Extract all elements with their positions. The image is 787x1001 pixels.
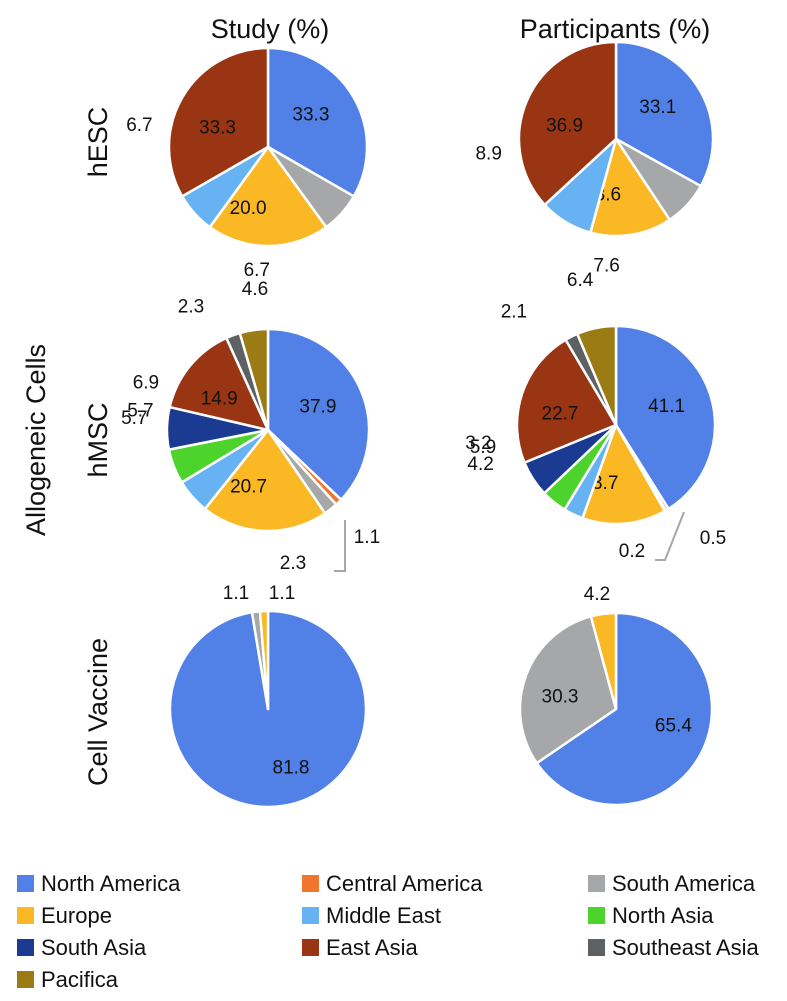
slice-label-north-america: 81.8 (273, 757, 310, 778)
slice-label-east-asia: 36.9 (546, 116, 583, 137)
slice-label-europe: 4.2 (584, 584, 610, 605)
slice-label-north-america: 33.1 (639, 97, 676, 118)
row-title-hesc: hESC (83, 107, 113, 178)
slice-label-south-america: 6.7 (244, 260, 270, 281)
legend-swatch (588, 907, 605, 924)
slice-label-south-asia: 5.9 (470, 437, 496, 458)
slice-label-europe: 20.0 (230, 198, 267, 219)
column-title-participants: Participants (%) (520, 14, 711, 44)
slice-label-south-america: 30.3 (542, 687, 579, 708)
leader-line (655, 511, 685, 561)
pie-hmsc-study-: 37.9 1.1 2.3 20.7 5.75.7 6.9 14.9 2.3 4.6 (121, 279, 380, 574)
slice-europe (581, 423, 667, 526)
slice-label-east-asia: 22.7 (542, 403, 579, 424)
legend-swatch (17, 875, 34, 892)
slice-label-north-america: 33.3 (292, 104, 329, 125)
legend-swatch (17, 971, 34, 988)
slice-label-middle-east: 8.9 (475, 143, 501, 164)
slice-label-southeast-asia: 2.3 (178, 296, 204, 317)
slice-label-pacifica: 6.4 (567, 270, 594, 291)
slice-north-america (266, 327, 371, 501)
slice-label-europe: 20.7 (230, 476, 267, 497)
slice-label-south-asia: 6.9 (133, 373, 159, 394)
slice-north-america (535, 611, 714, 807)
legend-swatch (302, 907, 319, 924)
slice-label-south-america: 0.2 (619, 541, 645, 562)
legend-item-north-america: North America (17, 871, 181, 896)
legend-item-pacifica: Pacifica (17, 967, 119, 992)
legend-swatch (302, 875, 319, 892)
row-title-cell-vaccine: Cell Vaccine (83, 638, 113, 786)
pies-layer: 33.36.720.06.7 33.333.17.613.68.936.937.9… (121, 40, 726, 809)
slice-label-north-asia: 5.7 (127, 401, 153, 422)
slice-label-middle-east: 3.2 (465, 433, 491, 454)
pie-cell-vaccine-study-: 81.8 1.1 1.1 (168, 583, 368, 809)
legend-label: Pacifica (41, 967, 119, 992)
legend-item-middle-east: Middle East (302, 903, 441, 928)
slice-east-asia (168, 336, 270, 432)
legend: North America Central America South Americ… (17, 871, 760, 992)
legend-label: Middle East (326, 903, 441, 928)
legend-item-south-asia: South Asia (17, 935, 147, 960)
legend-label: South America (612, 871, 756, 896)
legend-label: South Asia (41, 935, 147, 960)
pie-hmsc-participants-: 41.10.50.213.73.24.25.922.72.16.4 (465, 270, 726, 562)
slice-label-south-america: 2.3 (280, 553, 306, 574)
slice-europe (258, 609, 270, 711)
slice-label-central-america: 0.5 (700, 528, 726, 549)
legend-item-central-america: Central America (302, 871, 483, 896)
legend-item-europe: Europe (17, 903, 112, 928)
slice-label-east-asia: 33.3 (199, 118, 236, 139)
legend-label: East Asia (326, 935, 418, 960)
slice-europe (208, 145, 328, 248)
legend-label: Central America (326, 871, 483, 896)
legend-label: Southeast Asia (612, 935, 760, 960)
legend-item-east-asia: East Asia (302, 935, 418, 960)
legend-label: North Asia (612, 903, 714, 928)
slice-europe (203, 428, 327, 533)
slice-label-europe: 1.1 (269, 583, 295, 604)
slice-pacifica (576, 324, 618, 427)
slice-east-asia (515, 338, 618, 464)
slice-label-north-america: 37.9 (299, 397, 336, 418)
group-title-allogeneic-cells: Allogeneic Cells (21, 344, 51, 536)
legend-label: Europe (41, 903, 112, 928)
legend-item-southeast-asia: Southeast Asia (588, 935, 760, 960)
pie-hesc-study-: 33.3 6.7 20.0 6.7 33.3 (126, 46, 369, 281)
slice-label-south-america: 7.6 (593, 256, 619, 277)
row-title-hmsc: hMSC (83, 402, 113, 477)
legend-swatch (17, 939, 34, 956)
slice-label-north-america: 65.4 (655, 716, 692, 737)
legend-label: North America (41, 871, 181, 896)
slice-label-middle-east: 6.7 (126, 115, 152, 136)
slice-north-america (614, 40, 715, 188)
legend-item-south-america: South America (588, 871, 756, 896)
slice-label-south-america: 1.1 (223, 583, 249, 604)
slice-label-north-america: 41.1 (648, 396, 685, 417)
slice-label-east-asia: 14.9 (201, 389, 238, 410)
legend-swatch (302, 939, 319, 956)
slice-label-pacifica: 4.6 (242, 279, 268, 300)
pie-cell-vaccine-participants-: 65.4 30.3 4.2 (518, 584, 714, 807)
legend-swatch (17, 907, 34, 924)
legend-swatch (588, 939, 605, 956)
slice-south-america (518, 615, 618, 765)
slice-label-central-america: 1.1 (354, 527, 380, 548)
slice-pacifica (238, 327, 270, 432)
column-title-study: Study (%) (211, 14, 330, 44)
legend-swatch (588, 875, 605, 892)
slice-east-asia (167, 46, 270, 198)
leader-line (334, 520, 346, 572)
slice-east-asia (517, 40, 618, 207)
slice-label-southeast-asia: 2.1 (501, 302, 527, 323)
slice-label-north-asia: 4.2 (467, 454, 493, 475)
slice-europe (589, 611, 618, 711)
slice-north-america (266, 46, 369, 198)
pie-hesc-participants-: 33.17.613.68.936.9 (475, 40, 715, 277)
legend-item-north-asia: North Asia (588, 903, 714, 928)
slice-label-middle-east: 5.7 (121, 408, 147, 429)
